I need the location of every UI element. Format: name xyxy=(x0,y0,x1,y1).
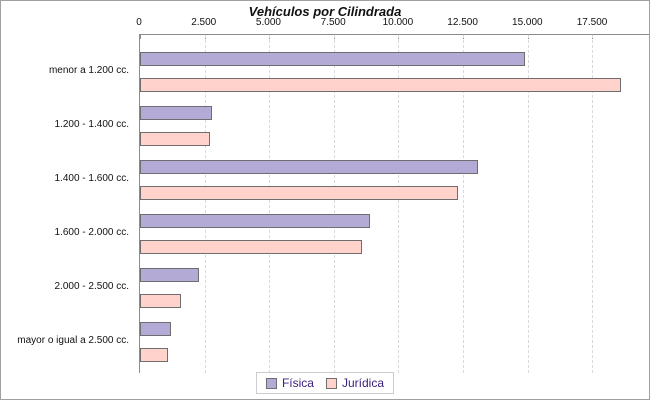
x-axis-labels: 0 2.500 5.000 7.500 10.000 12.500 15.000 17.500 xyxy=(136,17,649,29)
x-tick-label: 10.000 xyxy=(382,17,414,28)
x-tick-label: 12.500 xyxy=(447,17,478,28)
gridline xyxy=(398,35,400,373)
x-tick-label: 5.000 xyxy=(255,17,281,28)
legend-swatch-icon xyxy=(265,377,277,389)
bar-juridica xyxy=(140,78,621,92)
bar-juridica xyxy=(140,132,210,146)
legend-item: Jurídica xyxy=(325,376,385,390)
gridline xyxy=(269,35,271,373)
bar-row xyxy=(140,207,649,261)
gridline xyxy=(333,35,335,373)
category-label: 2.000 - 2.500 cc. xyxy=(54,281,130,292)
bar-juridica xyxy=(140,186,458,200)
bar-row xyxy=(140,45,649,99)
bar-row xyxy=(140,153,649,207)
chart-title: Vehículos por Cilindrada xyxy=(248,4,402,19)
bar-fisica xyxy=(140,52,525,66)
bar-fisica xyxy=(140,160,479,174)
category-label: 1.200 - 1.400 cc. xyxy=(54,119,130,130)
bar-row xyxy=(140,99,649,153)
x-tick-label: 15.000 xyxy=(512,17,543,28)
legend: Física Jurídica xyxy=(255,372,395,394)
gridline xyxy=(204,35,206,373)
legend-label: Jurídica xyxy=(341,376,385,390)
x-tick-label: 17.500 xyxy=(576,17,608,28)
bar-juridica xyxy=(140,294,182,308)
bar-fisica xyxy=(140,106,213,120)
x-tick-label: 7.500 xyxy=(320,17,346,28)
legend-label: Física xyxy=(281,376,314,390)
x-tick-label: 2.500 xyxy=(191,17,217,28)
bar-juridica xyxy=(140,348,169,362)
bar-juridica xyxy=(140,240,363,254)
legend-item: Física xyxy=(265,376,314,390)
bar-fisica xyxy=(140,214,370,228)
bar-fisica xyxy=(140,268,200,282)
category-label: 1.400 - 1.600 cc. xyxy=(54,173,130,184)
x-tick-label: 0 xyxy=(136,17,142,28)
bar-row xyxy=(140,261,649,315)
y-axis-category-labels: menor a 1.200 cc. 1.200 - 1.400 cc. 1.400 … xyxy=(1,1,134,399)
gridline xyxy=(462,35,464,373)
bar-row xyxy=(140,315,649,369)
bars-layer xyxy=(140,35,649,373)
gridline xyxy=(527,35,529,373)
category-label: 1.600 - 2.000 cc. xyxy=(54,227,130,238)
x-tick-mark xyxy=(140,35,141,39)
legend-swatch-icon xyxy=(325,377,337,389)
category-label: menor a 1.200 cc. xyxy=(48,65,129,76)
bar-fisica xyxy=(140,322,171,336)
plot-area xyxy=(139,34,649,373)
category-label: mayor o igual a 2.500 cc. xyxy=(17,335,129,346)
gridline xyxy=(592,35,594,373)
